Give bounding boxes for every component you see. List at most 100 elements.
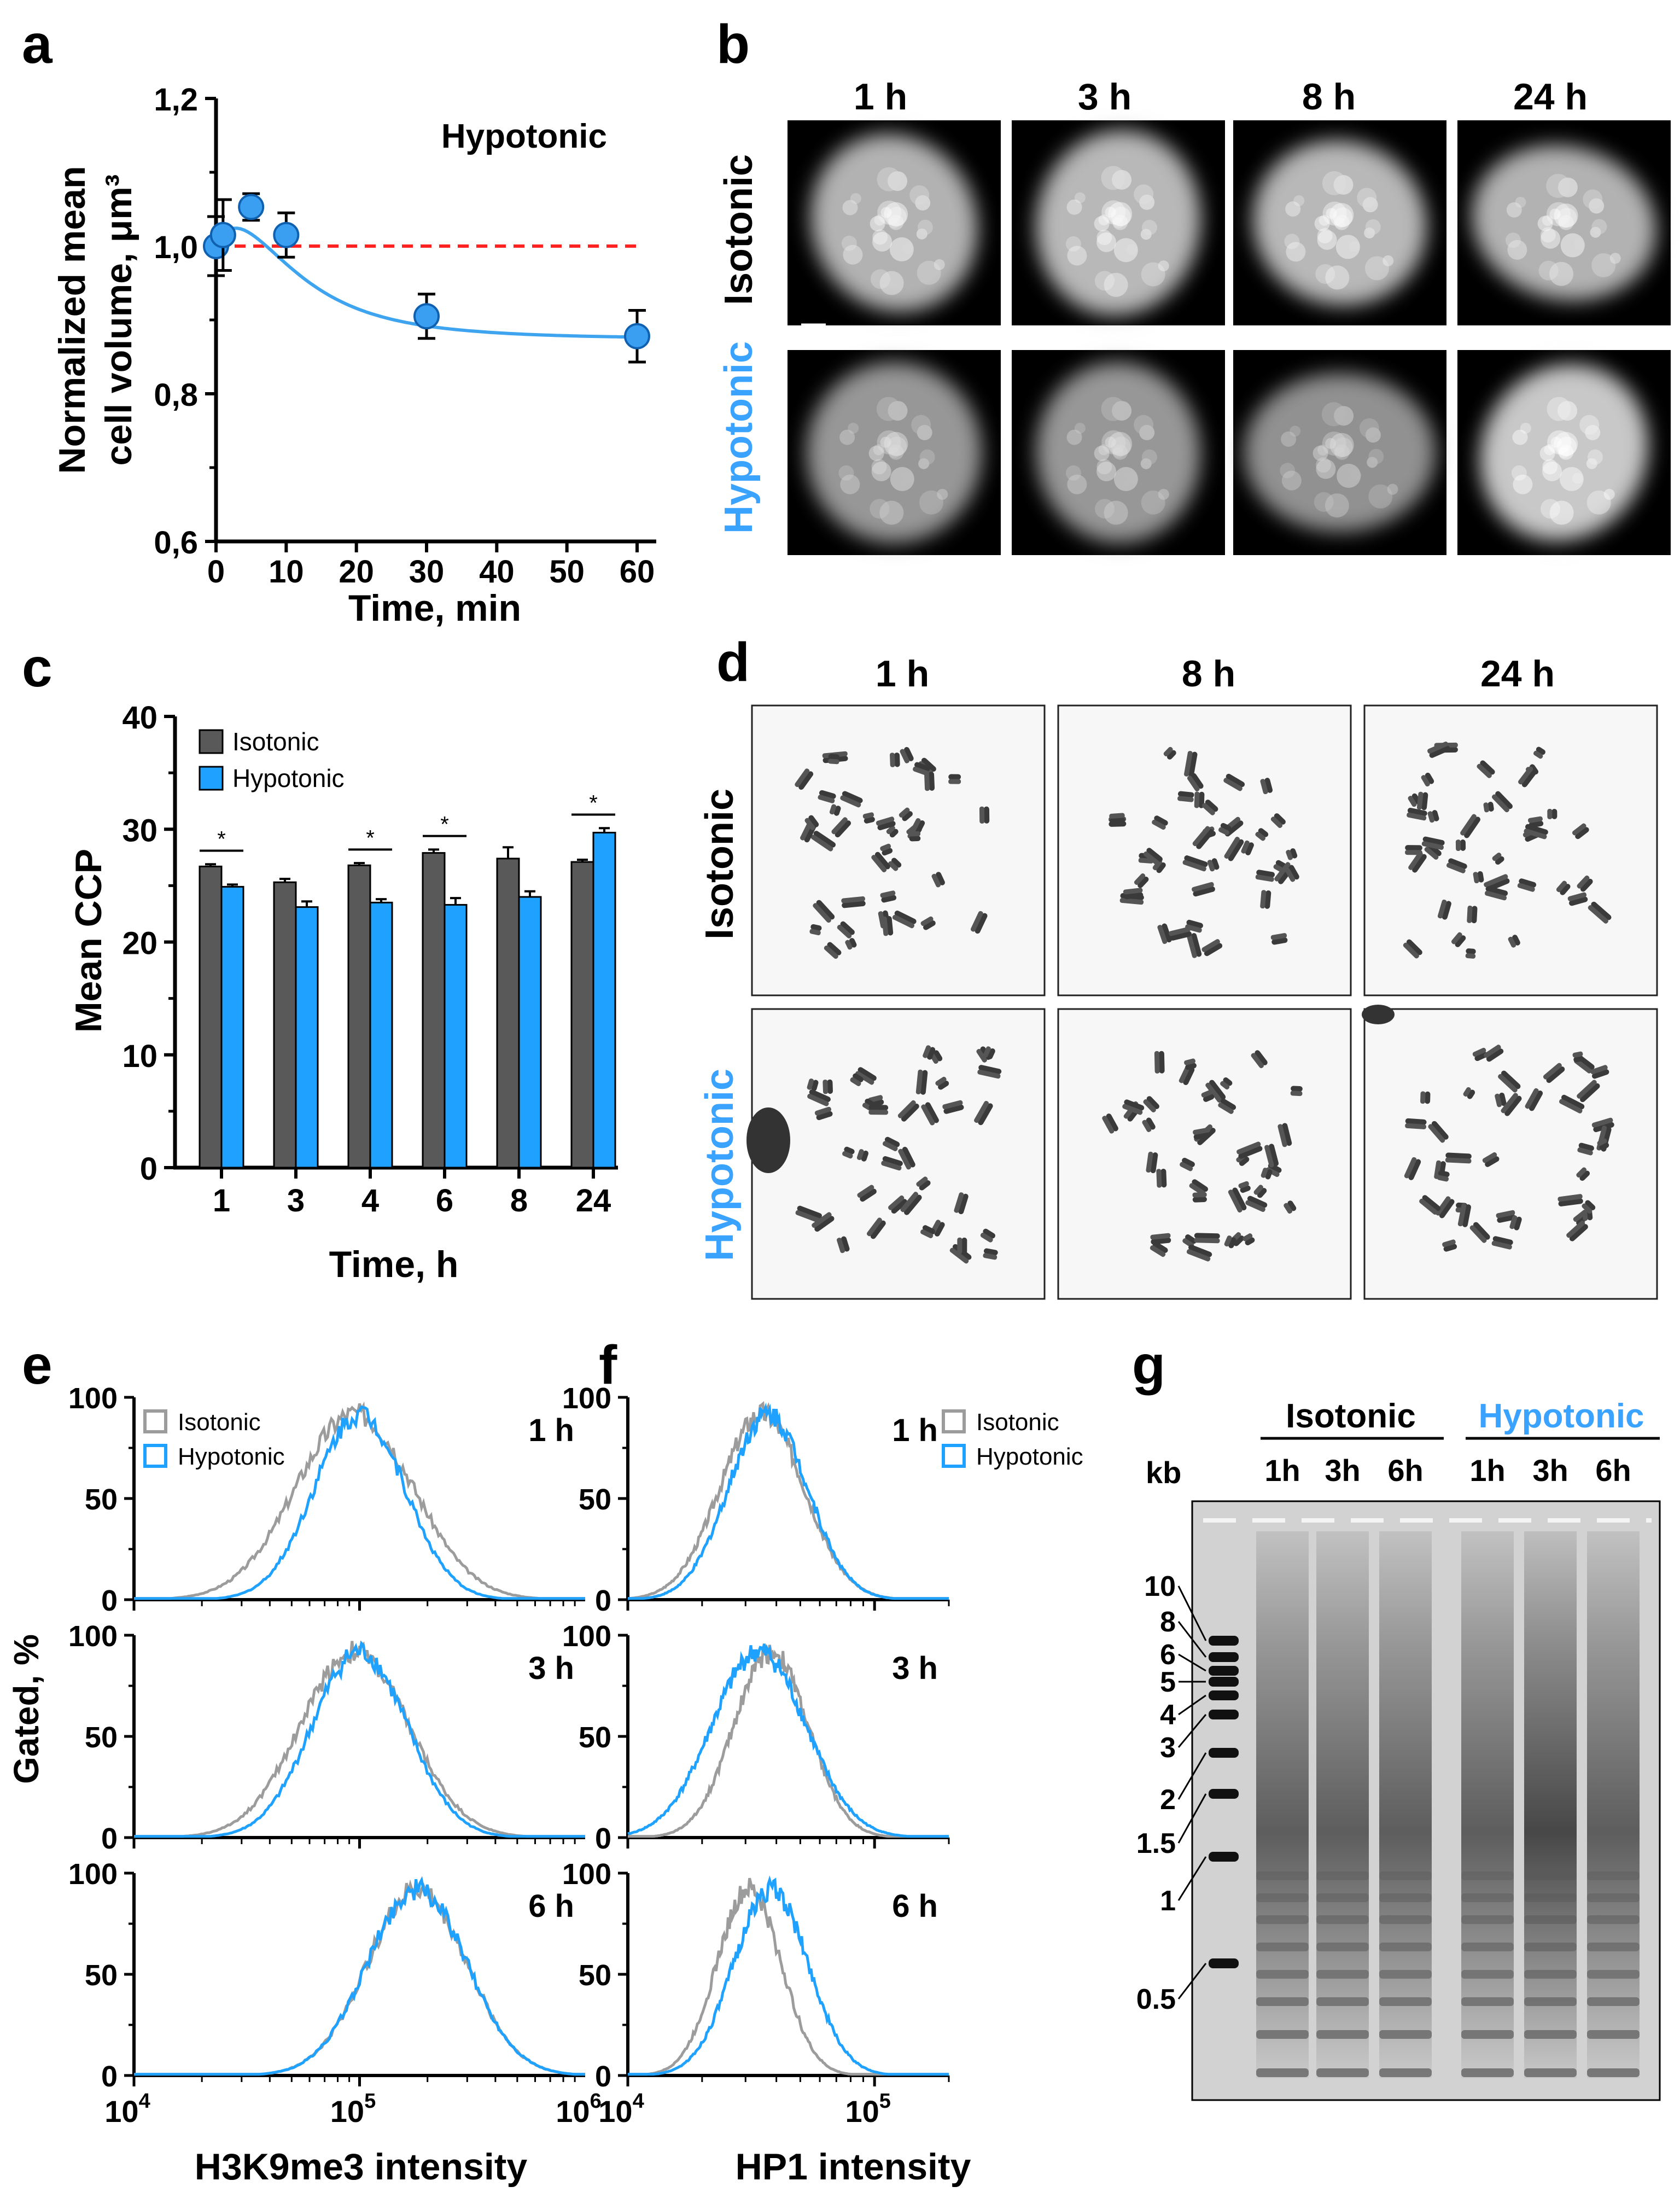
chromatin-speckle <box>1364 256 1389 281</box>
chromosome <box>1588 905 1608 924</box>
chromatin-speckle <box>1325 438 1337 449</box>
chromosome <box>1192 882 1214 892</box>
chromatin-speckle <box>1334 447 1345 458</box>
chromosome <box>1269 1144 1279 1167</box>
chromosome <box>1590 1065 1608 1075</box>
chromatin-speckle <box>1111 206 1131 226</box>
chromatin-speckle <box>1365 219 1381 235</box>
chromosome <box>1543 1063 1562 1080</box>
chromosome <box>1462 1204 1471 1227</box>
chromosome <box>1245 842 1254 855</box>
chromatin-speckle <box>1139 424 1155 440</box>
chromatin-speckle <box>871 459 887 475</box>
chromatin-speckle <box>841 235 857 251</box>
nucleosome-band <box>1461 1915 1514 1924</box>
chromosome <box>1211 858 1220 870</box>
chromatin-speckle <box>917 260 941 285</box>
chromatin-speckle <box>1559 217 1570 229</box>
chromosome <box>1224 837 1240 859</box>
chromatin-speckle <box>1585 424 1601 440</box>
chromosome <box>1451 932 1462 944</box>
chromosome <box>1585 1200 1596 1210</box>
chromosome <box>1464 817 1480 838</box>
chromatin-speckle <box>868 445 884 461</box>
chromatin-speckle <box>1126 473 1138 484</box>
chromatin-speckle <box>850 193 861 204</box>
row-label-isotonic: Isotonic <box>717 154 761 305</box>
chromosome <box>920 916 934 926</box>
chromatin-speckle <box>1317 444 1328 456</box>
chromosome <box>1509 1215 1518 1229</box>
chromatin-speckle <box>1140 229 1152 240</box>
nucleosome-band <box>1316 1893 1369 1902</box>
chromosome <box>1264 1145 1274 1168</box>
legend-swatch-isotonic <box>143 1409 167 1433</box>
nucleosome-band <box>1587 2068 1640 2077</box>
chromosome <box>1226 773 1245 788</box>
chromatin-speckle <box>1546 173 1571 198</box>
chromatin-speckle <box>1549 261 1574 286</box>
x-axis-title: Time, h <box>329 1244 459 1285</box>
chromosome <box>915 1069 923 1094</box>
nucleosome-band <box>1256 1871 1309 1880</box>
time-label: 1 h <box>854 76 907 118</box>
chromatin-speckle <box>1334 444 1350 460</box>
chromosome <box>1469 1225 1487 1243</box>
chromatin-speckle <box>1141 219 1157 235</box>
chromosome <box>1455 839 1461 851</box>
nucleosome-band <box>1461 1970 1514 1979</box>
chromosome <box>1188 751 1198 778</box>
x-tick-label: 30 <box>409 554 445 590</box>
chromosome <box>862 812 874 819</box>
histogram-curve <box>628 1875 949 2076</box>
panel-letter-a: a <box>22 14 53 75</box>
chromosome <box>978 1065 1002 1075</box>
chromosome <box>1122 1104 1143 1115</box>
chromosome <box>1467 1089 1475 1099</box>
bar <box>496 858 520 1169</box>
chromatin-speckle <box>909 185 930 205</box>
chromosome <box>1156 1169 1162 1188</box>
chromosome <box>934 1222 945 1237</box>
nucleosome-band <box>1524 1893 1577 1902</box>
gel-lane <box>1587 1531 1640 2078</box>
interphase-nucleus <box>746 1107 790 1173</box>
chromosome <box>1274 813 1286 825</box>
chromatin-speckle <box>1558 401 1578 421</box>
chromosome <box>1228 1237 1236 1249</box>
chromosome <box>1288 865 1299 880</box>
chromosome <box>858 1067 877 1081</box>
bar <box>444 903 468 1169</box>
chromosome <box>1408 1159 1421 1180</box>
chromosome <box>850 1077 861 1086</box>
chromosome <box>1180 1162 1193 1171</box>
chromosome <box>1286 849 1293 860</box>
nucleosome-band <box>1256 1893 1309 1902</box>
chromatin-speckle <box>873 444 884 456</box>
nucleosome-band <box>1461 2030 1514 2039</box>
metaphase-tile <box>1363 1008 1658 1300</box>
chromosome <box>831 817 848 835</box>
lane-label: 3h <box>1532 1453 1568 1488</box>
group-label-hypotonic: Hypotonic <box>1478 1397 1644 1435</box>
chromosome <box>1278 1124 1287 1147</box>
histogram-curve <box>134 1640 585 1838</box>
chromosome <box>1556 881 1567 893</box>
chromatin-speckle <box>1134 184 1154 205</box>
chromosome <box>1412 854 1427 873</box>
chromatin-speckle <box>1329 433 1354 457</box>
ladder-band <box>1209 1710 1239 1719</box>
chromosome <box>1209 1080 1226 1100</box>
chromatin-speckle <box>1317 228 1333 244</box>
bar <box>220 885 244 1169</box>
chromosome <box>798 771 814 790</box>
y-tick-label: 100 <box>68 1858 118 1891</box>
chromosome <box>954 1192 964 1213</box>
chromatin-speckle <box>1387 483 1398 495</box>
chromosome <box>889 829 899 838</box>
histogram-curve <box>134 1405 585 1600</box>
bar <box>570 861 594 1169</box>
y-tick-label: 0 <box>101 2060 118 2093</box>
chromatin-speckle <box>1112 170 1132 190</box>
chromosome <box>1238 1146 1263 1159</box>
